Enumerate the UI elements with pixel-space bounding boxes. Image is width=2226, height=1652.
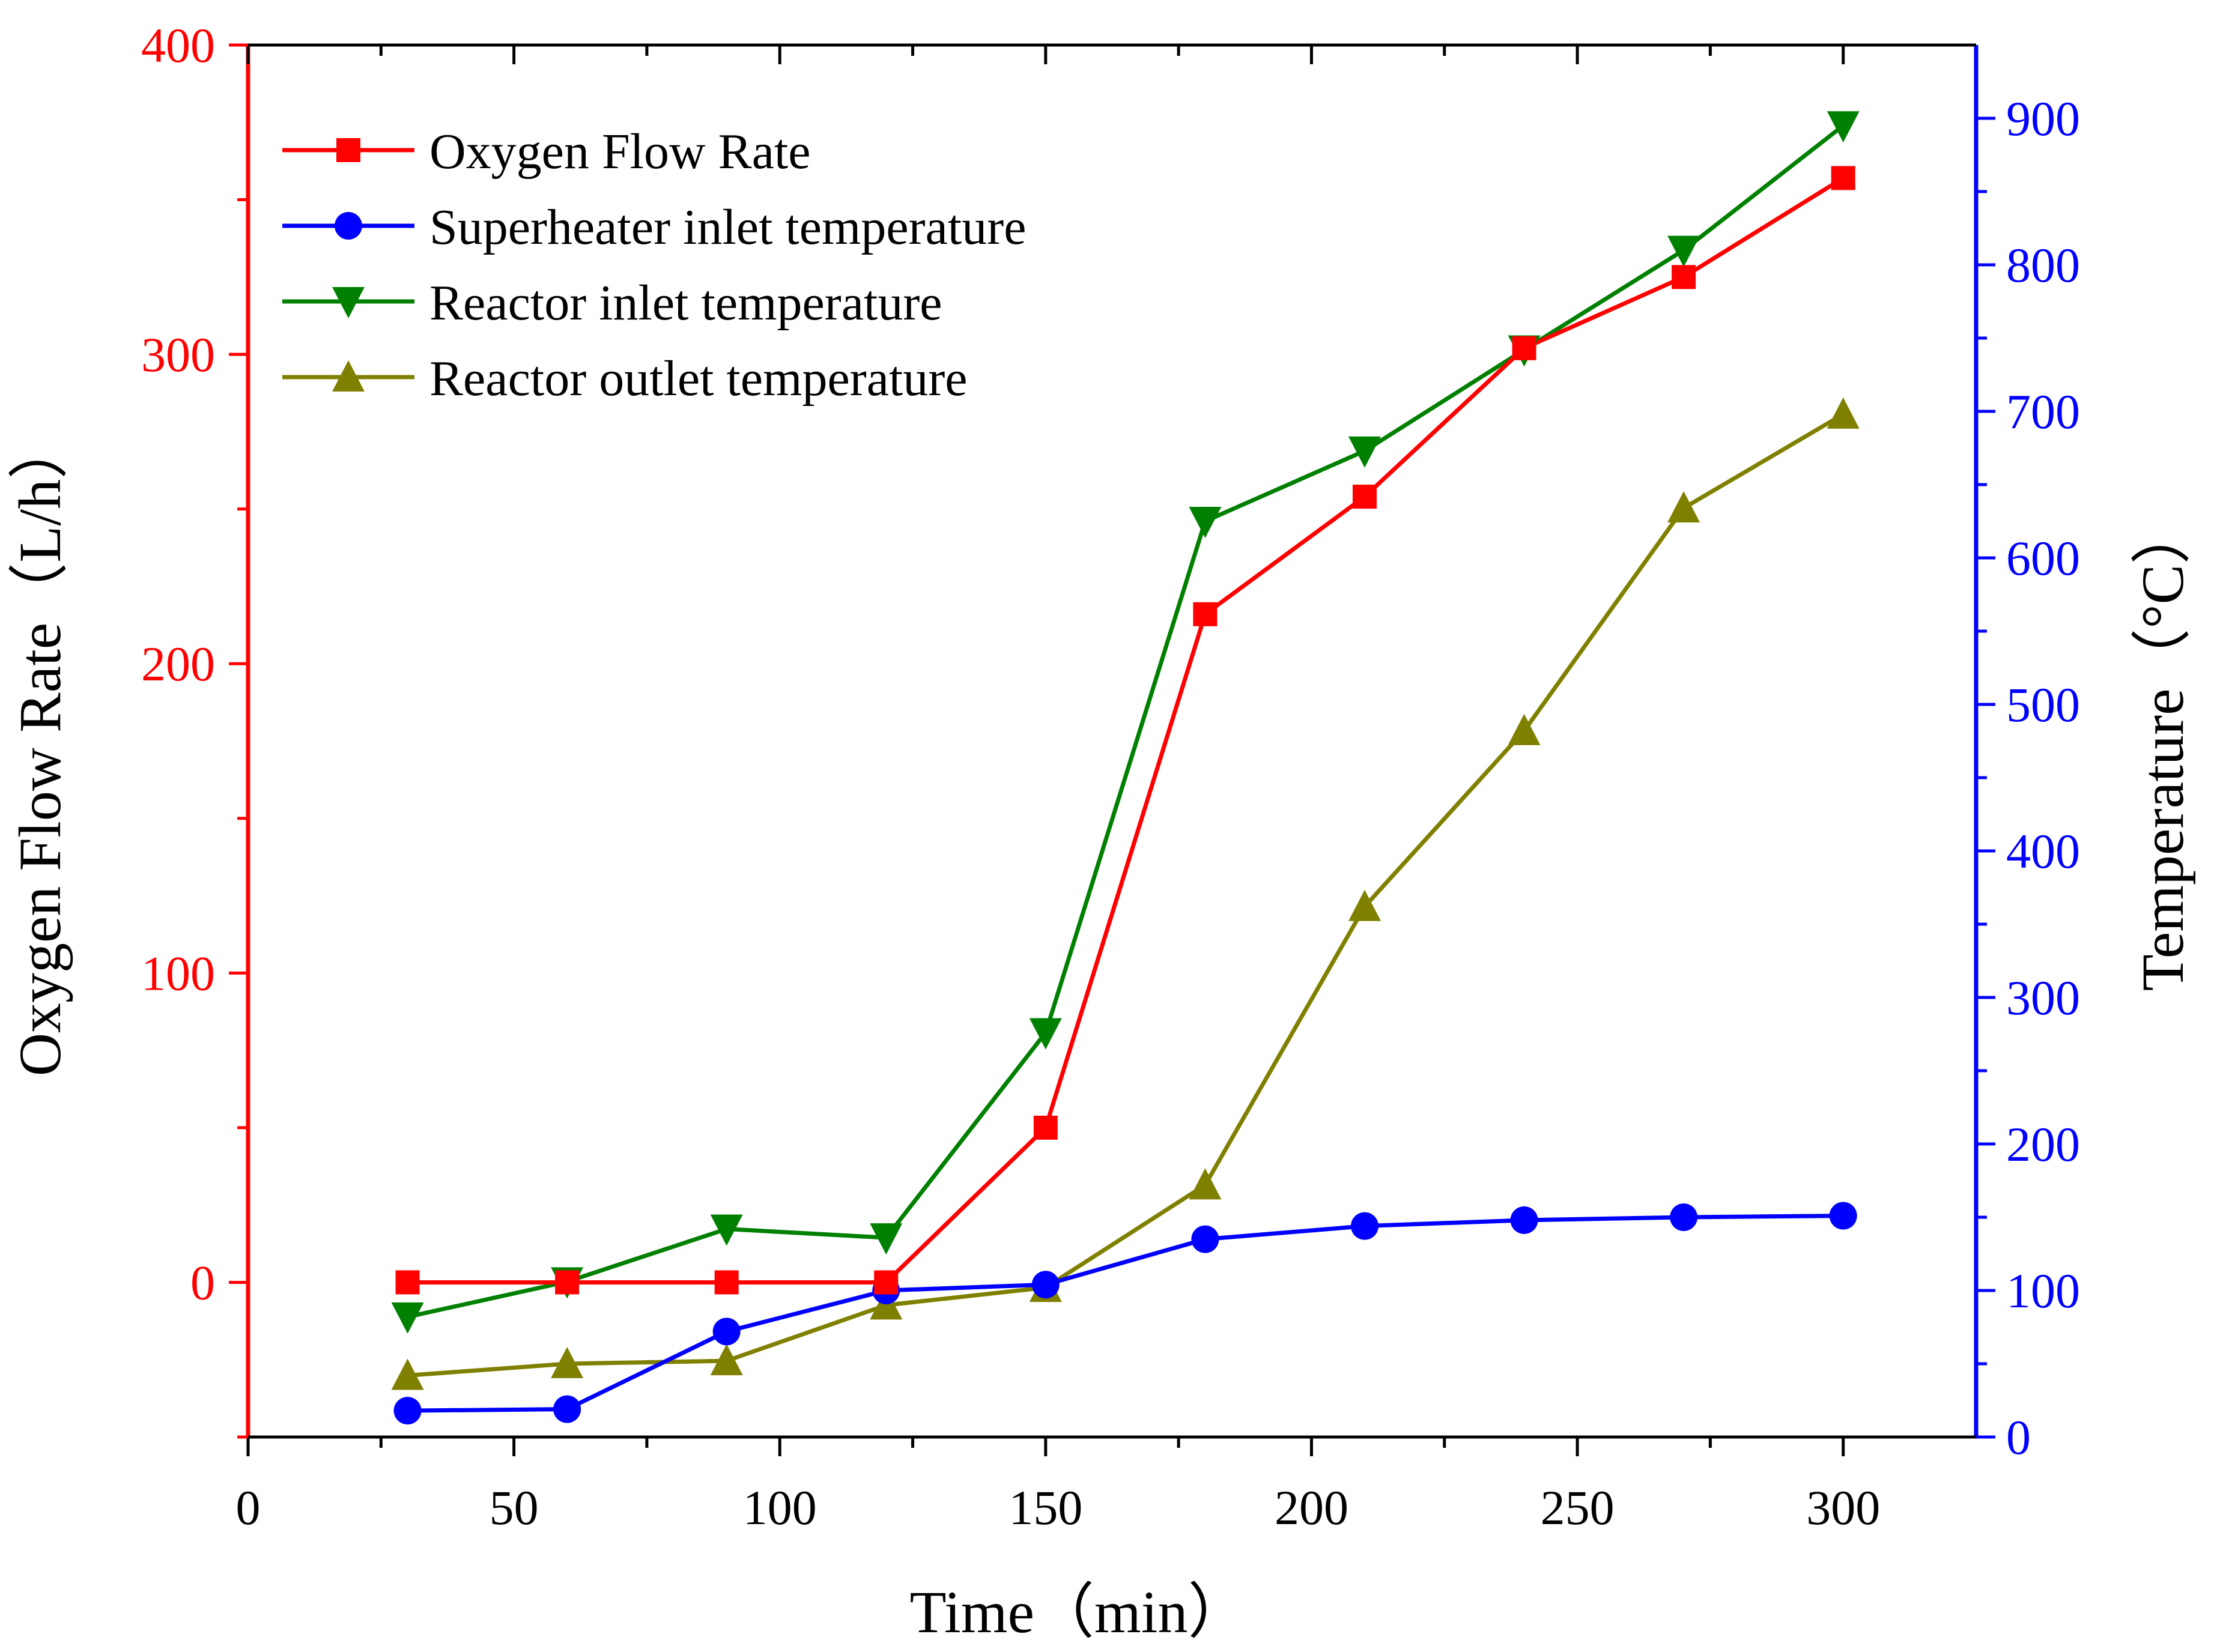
- data-point-reactor-inlet-temperature: [870, 1223, 903, 1255]
- y-right-tick-label: 400: [2006, 824, 2080, 879]
- data-point-superheater-inlet-temperature: [1350, 1212, 1378, 1240]
- y-right-tick-label: 700: [2006, 384, 2080, 439]
- y-right-tick-label: 500: [2006, 677, 2080, 732]
- data-point-oxygen-flow-rate: [1033, 1115, 1058, 1140]
- y-right-tick-label: 300: [2006, 970, 2080, 1025]
- data-point-superheater-inlet-temperature: [393, 1397, 422, 1425]
- y-axis-right-title: Temperature（°C）: [2129, 504, 2196, 991]
- legend-swatch-marker: [336, 138, 360, 162]
- data-point-reactor-outlet-temperature: [1508, 713, 1541, 745]
- y-right-tick-label: 600: [2006, 531, 2080, 585]
- data-point-oxygen-flow-rate: [555, 1270, 580, 1295]
- data-point-reactor-inlet-temperature: [1348, 436, 1381, 468]
- series-line-superheater-inlet-temperature: [407, 1214, 1843, 1413]
- data-point-superheater-inlet-temperature: [1510, 1206, 1538, 1234]
- legend-swatch-marker: [332, 360, 365, 392]
- legend-label: Superheater inlet temperature: [429, 199, 1027, 255]
- data-point-oxygen-flow-rate: [1352, 485, 1377, 509]
- data-point-superheater-inlet-temperature: [1031, 1271, 1060, 1299]
- y-right-tick-label: 100: [2006, 1263, 2080, 1318]
- x-tick-label: 50: [490, 1480, 539, 1535]
- data-point-oxygen-flow-rate: [1193, 602, 1218, 626]
- axes-group: 0 50 100 150 200 250 300 0 100 200 300 400 0 100 200 30…: [141, 18, 2080, 1535]
- data-point-oxygen-flow-rate: [1831, 166, 1855, 190]
- legend-swatch-marker: [335, 212, 362, 240]
- y-right-tick-label: 200: [2006, 1117, 2080, 1172]
- series-line-reactor-outlet-temperature: [407, 412, 1845, 1378]
- legend: Oxygen Flow Rate Superheater inlet temper…: [282, 124, 1027, 407]
- y-right-tick-label: 0: [2006, 1410, 2031, 1465]
- data-point-reactor-outlet-temperature: [551, 1347, 584, 1378]
- data-point-superheater-inlet-temperature: [553, 1395, 581, 1423]
- data-point-reactor-outlet-temperature: [1667, 491, 1700, 523]
- data-point-superheater-inlet-temperature: [1191, 1225, 1219, 1253]
- data-point-reactor-inlet-temperature: [1029, 1018, 1062, 1050]
- data-point-superheater-inlet-temperature: [1829, 1202, 1857, 1230]
- y-left-tick-label: 0: [190, 1255, 215, 1310]
- data-point-superheater-inlet-temperature: [1670, 1203, 1698, 1231]
- data-point-reactor-inlet-temperature: [1827, 111, 1860, 143]
- legend-swatch-marker: [332, 287, 365, 318]
- legend-label: Reactor inlet temperature: [429, 275, 942, 331]
- y-left-tick-label: 300: [141, 327, 215, 382]
- y-left-tick-label: 400: [141, 18, 215, 73]
- y-left-tick-label: 100: [141, 946, 215, 1000]
- x-tick-label: 200: [1275, 1480, 1348, 1535]
- data-point-superheater-inlet-temperature: [712, 1318, 741, 1346]
- data-point-reactor-inlet-temperature: [391, 1302, 424, 1334]
- x-tick-label: 100: [743, 1480, 817, 1535]
- data-point-reactor-outlet-temperature: [1827, 397, 1860, 429]
- data-point-reactor-outlet-temperature: [1348, 889, 1381, 921]
- x-tick-label: 0: [236, 1480, 261, 1535]
- y-right-tick-label: 800: [2006, 238, 2080, 292]
- x-axis-title: Time（min）: [909, 1579, 1248, 1645]
- x-tick-label: 300: [1806, 1480, 1880, 1535]
- legend-label: Oxygen Flow Rate: [429, 124, 811, 180]
- y-axis-left-title: Oxygen Flow Rate（L/h）: [7, 419, 73, 1076]
- data-point-oxygen-flow-rate: [714, 1270, 739, 1295]
- data-point-reactor-inlet-temperature: [1189, 507, 1222, 538]
- series-line-reactor-inlet-temperature: [407, 124, 1845, 1319]
- legend-label: Reactor outlet temperature: [429, 351, 968, 407]
- y-right-tick-label: 900: [2006, 91, 2080, 146]
- data-point-reactor-inlet-temperature: [710, 1214, 743, 1246]
- data-point-oxygen-flow-rate: [1512, 336, 1536, 360]
- series-line-oxygen-flow-rate: [407, 176, 1845, 1284]
- data-point-reactor-outlet-temperature: [710, 1344, 743, 1376]
- x-tick-label: 250: [1541, 1480, 1615, 1535]
- data-point-reactor-inlet-temperature: [1667, 235, 1700, 267]
- data-point-reactor-outlet-temperature: [391, 1358, 424, 1390]
- data-point-oxygen-flow-rate: [395, 1270, 420, 1295]
- data-point-oxygen-flow-rate: [1672, 265, 1696, 289]
- series-group: [391, 111, 1860, 1425]
- x-tick-label: 150: [1008, 1480, 1082, 1535]
- y-left-tick-label: 200: [141, 637, 215, 691]
- data-point-reactor-outlet-temperature: [1189, 1168, 1222, 1200]
- data-point-oxygen-flow-rate: [874, 1270, 899, 1295]
